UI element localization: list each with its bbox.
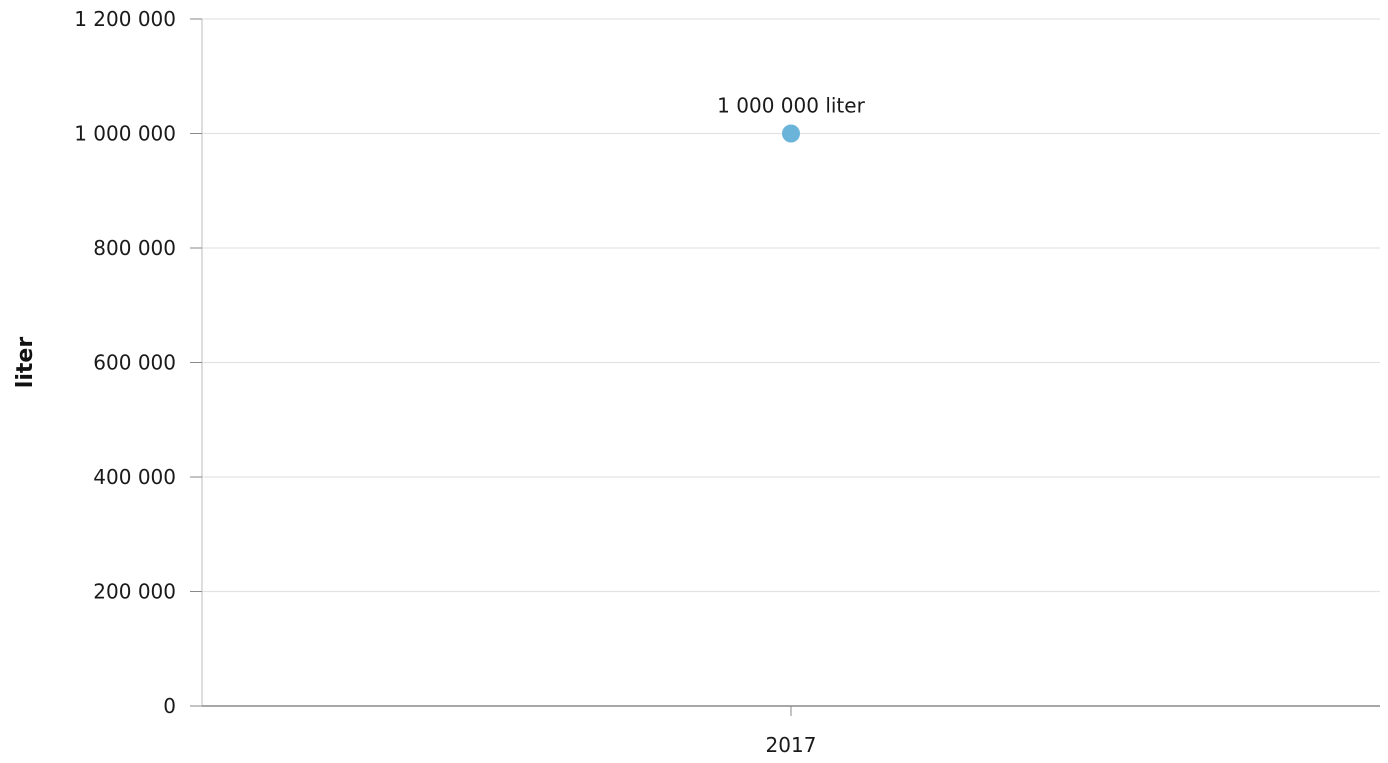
y-tick-label: 800 000 bbox=[93, 236, 176, 260]
x-axis-ticks: 2017 bbox=[766, 706, 817, 757]
y-tick-label: 400 000 bbox=[93, 465, 176, 489]
y-tick-label: 200 000 bbox=[93, 580, 176, 604]
data-point[interactable] bbox=[782, 124, 800, 143]
y-axis-title: liter bbox=[13, 337, 38, 389]
y-axis-ticks: 0 200 000 400 000 600 000 800 000 1 000 000 1 … bbox=[74, 7, 202, 718]
y-tick-label: 0 bbox=[163, 694, 176, 718]
y-tick-label: 1 000 000 bbox=[74, 122, 176, 146]
data-labels: 1 000 000 liter bbox=[717, 94, 865, 118]
y-tick-label: 600 000 bbox=[93, 351, 176, 375]
y-tick-label: 1 200 000 bbox=[74, 7, 176, 31]
data-points bbox=[782, 124, 800, 143]
data-label: 1 000 000 liter bbox=[717, 94, 865, 118]
x-tick-label: 2017 bbox=[766, 733, 817, 757]
